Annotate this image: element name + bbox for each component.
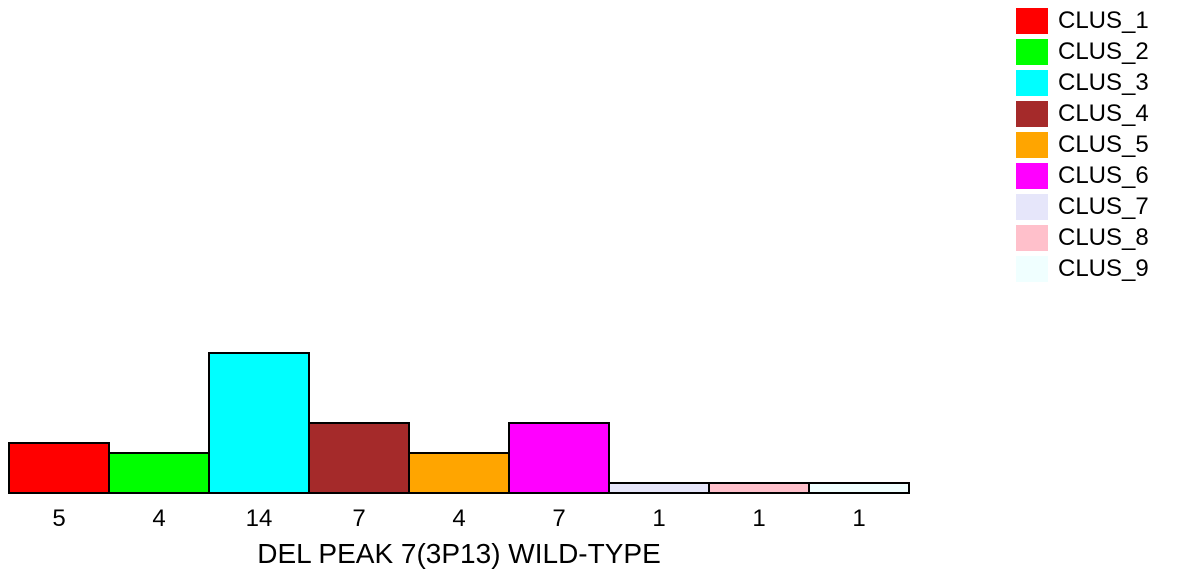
value-label-clus-9: 1 xyxy=(852,505,865,532)
value-label-clus-2: 4 xyxy=(152,505,165,532)
legend-item-clus-3: CLUS_3 xyxy=(1016,67,1149,98)
legend: CLUS_1 CLUS_2 CLUS_3 CLUS_4 CLUS_5 CLUS_6 CLUS… xyxy=(1016,5,1149,284)
legend-item-clus-5: CLUS_5 xyxy=(1016,129,1149,160)
bar-clus-8 xyxy=(708,482,810,494)
legend-item-clus-6: CLUS_6 xyxy=(1016,160,1149,191)
bar-clus-5 xyxy=(408,452,510,494)
legend-item-clus-9: CLUS_9 xyxy=(1016,253,1149,284)
value-labels-group: 5 4 14 7 4 7 1 1 1 xyxy=(52,505,865,532)
bar-clus-6 xyxy=(508,422,610,494)
legend-swatch xyxy=(1016,69,1048,96)
legend-swatch xyxy=(1016,193,1048,220)
legend-label: CLUS_3 xyxy=(1058,68,1149,96)
legend-item-clus-2: CLUS_2 xyxy=(1016,36,1149,67)
legend-swatch xyxy=(1016,162,1048,189)
value-label-clus-8: 1 xyxy=(752,505,765,532)
value-label-clus-4: 7 xyxy=(352,505,365,532)
legend-swatch xyxy=(1016,7,1048,34)
legend-label: CLUS_6 xyxy=(1058,161,1149,189)
legend-swatch xyxy=(1016,100,1048,127)
legend-item-clus-7: CLUS_7 xyxy=(1016,191,1149,222)
legend-label: CLUS_8 xyxy=(1058,223,1149,251)
value-label-clus-3: 14 xyxy=(246,505,273,532)
legend-label: CLUS_7 xyxy=(1058,192,1149,220)
value-label-clus-1: 5 xyxy=(52,505,65,532)
value-label-clus-7: 1 xyxy=(652,505,665,532)
bar-clus-2 xyxy=(108,452,210,494)
x-axis-label: DEL PEAK 7(3P13) WILD-TYPE xyxy=(257,538,661,569)
legend-swatch xyxy=(1016,255,1048,282)
legend-item-clus-8: CLUS_8 xyxy=(1016,222,1149,253)
legend-swatch xyxy=(1016,38,1048,65)
legend-swatch xyxy=(1016,224,1048,251)
legend-label: CLUS_2 xyxy=(1058,37,1149,65)
bars-group xyxy=(8,352,910,494)
legend-item-clus-1: CLUS_1 xyxy=(1016,5,1149,36)
legend-label: CLUS_4 xyxy=(1058,99,1149,127)
value-label-clus-5: 4 xyxy=(452,505,465,532)
legend-swatch xyxy=(1016,131,1048,158)
legend-label: CLUS_5 xyxy=(1058,130,1149,158)
bar-clus-9 xyxy=(808,482,910,494)
bar-clus-7 xyxy=(608,482,710,494)
bar-clus-1 xyxy=(8,442,110,494)
legend-label: CLUS_1 xyxy=(1058,6,1149,34)
legend-label: CLUS_9 xyxy=(1058,254,1149,282)
value-label-clus-6: 7 xyxy=(552,505,565,532)
legend-item-clus-4: CLUS_4 xyxy=(1016,98,1149,129)
bar-clus-4 xyxy=(308,422,410,494)
bar-clus-3 xyxy=(208,352,310,494)
